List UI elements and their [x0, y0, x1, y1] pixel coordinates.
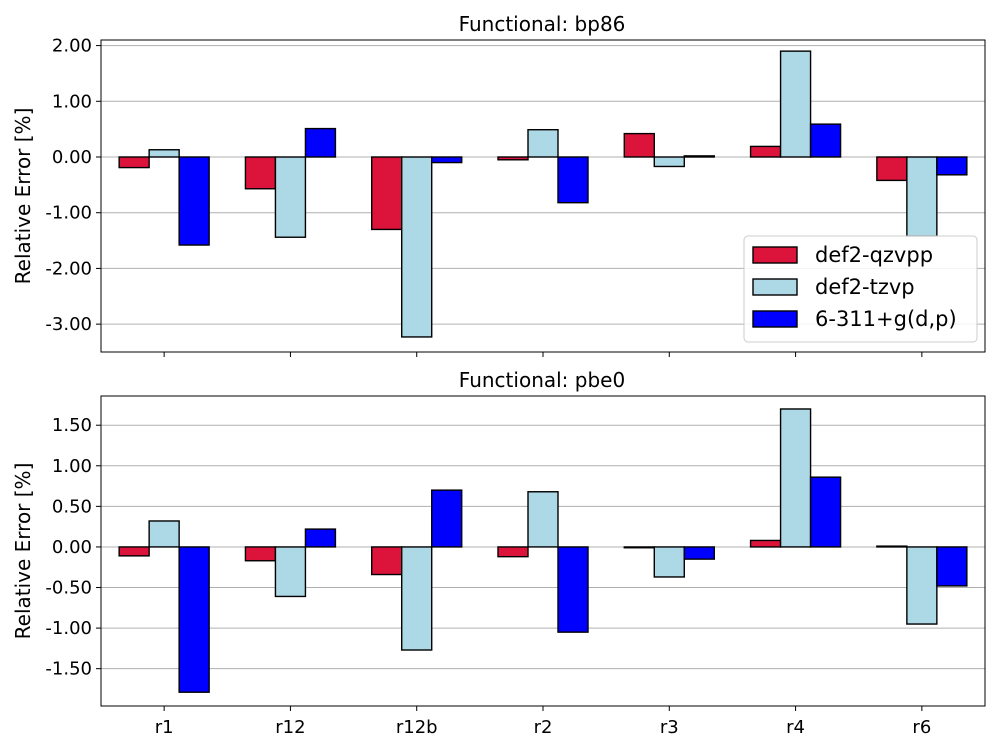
- bar-r3-s3: [683, 546, 715, 560]
- x-tick-label: r2: [534, 717, 553, 738]
- bar-r4-s3: [809, 123, 842, 158]
- bar-r2-s2: [527, 128, 559, 158]
- bar-r3-s2: [653, 546, 685, 578]
- bar-r2-s3: [557, 546, 589, 633]
- legend-label: 6-311+g(d,p): [815, 307, 957, 331]
- bar-r3-s3: [683, 155, 715, 158]
- bar-r3-s2: [653, 156, 685, 168]
- y-tick-label: 2.00: [52, 36, 92, 57]
- bar-r6-s2: [906, 156, 938, 237]
- bar-r12-s2: [274, 156, 307, 238]
- x-tick-label: r12: [275, 717, 305, 738]
- bar-r6-s3: [936, 546, 968, 587]
- bar-r3-s1: [623, 546, 655, 549]
- x-tick-label: r4: [786, 717, 805, 738]
- bar-r12b-s1: [371, 156, 403, 231]
- legend-label: def2-qzvpp: [815, 243, 933, 267]
- axes-frame: [100, 395, 986, 707]
- bar-r6-s2: [906, 546, 938, 625]
- bar-r12b-s1: [371, 546, 403, 576]
- bar-r4-s1: [749, 145, 782, 158]
- bar-r2-s2: [527, 491, 559, 548]
- y-tick-label: -1.50: [45, 659, 92, 680]
- y-tick-label: 0.50: [52, 496, 92, 517]
- bar-r3-s1: [623, 132, 655, 158]
- bar-r6-s1: [876, 545, 908, 548]
- bar-r4-s3: [809, 476, 842, 548]
- bar-r1-s1: [118, 156, 150, 169]
- bar-r12-s3: [304, 528, 337, 548]
- bar-r12b-s2: [401, 156, 433, 338]
- bar-r2-s1: [497, 156, 529, 161]
- bar-r12-s2: [274, 546, 307, 598]
- bar-r12b-s2: [401, 546, 433, 651]
- y-tick-label: 1.00: [52, 456, 92, 477]
- legend-box: [743, 235, 978, 343]
- legend-swatch: [752, 278, 798, 296]
- x-tick-label: r12b: [396, 717, 438, 738]
- y-tick-label: 1.00: [52, 91, 92, 112]
- legend-label: def2-tzvp: [815, 275, 915, 299]
- chart-title: Functional: bp86: [459, 12, 626, 36]
- y-tick-label: -0.50: [45, 578, 92, 599]
- y-axis-label: Relative Error [%]: [11, 108, 35, 285]
- bar-r12-s3: [304, 127, 337, 158]
- legend: def2-qzvpp def2-tzvp 6-311+g(d,p): [743, 235, 978, 343]
- y-tick-label: -3.00: [45, 314, 92, 335]
- bar-r1-s3: [178, 156, 210, 246]
- bar-r2-s1: [497, 546, 529, 558]
- y-tick-label: -1.00: [45, 618, 92, 639]
- legend-swatch: [752, 310, 798, 328]
- y-tick-label: 0.00: [52, 537, 92, 558]
- bar-r12-s1: [244, 546, 277, 562]
- bar-r4-s2: [779, 408, 812, 548]
- y-axis-label: Relative Error [%]: [11, 463, 35, 640]
- x-tick-label: r6: [912, 717, 931, 738]
- bar-r1-s3: [178, 546, 210, 693]
- y-tick-label: -1.00: [45, 203, 92, 224]
- bar-r12-s1: [244, 156, 277, 190]
- bar-r1-s2: [148, 520, 180, 548]
- bar-r12b-s3: [431, 156, 463, 164]
- chart-panel-2: 1.50 1.00 0.50 0.00 -0.50 -1.00 -1.50 r1 r12 r12b…: [11, 368, 986, 738]
- y-tick-label: 0.00: [52, 147, 92, 168]
- x-tick-label: r1: [155, 717, 174, 738]
- x-tick-label: r3: [660, 717, 679, 738]
- bar-r4-s1: [749, 539, 782, 548]
- bar-r1-s1: [118, 546, 150, 557]
- bar-r1-s2: [148, 149, 180, 158]
- bar-r6-s1: [876, 156, 908, 182]
- y-tick-label: 1.50: [52, 415, 92, 436]
- legend-swatch: [752, 246, 798, 264]
- bar-r2-s3: [557, 156, 589, 204]
- y-tick-label: -2.00: [45, 258, 92, 279]
- chart-panel-1: 2.00 1.00 0.00 -1.00 -2.00 -3.00 Functional: b…: [11, 12, 986, 357]
- bar-r12b-s3: [431, 489, 463, 548]
- chart-title: Functional: pbe0: [459, 368, 625, 392]
- bar-r4-s2: [779, 50, 812, 158]
- bar-r6-s3: [936, 156, 968, 176]
